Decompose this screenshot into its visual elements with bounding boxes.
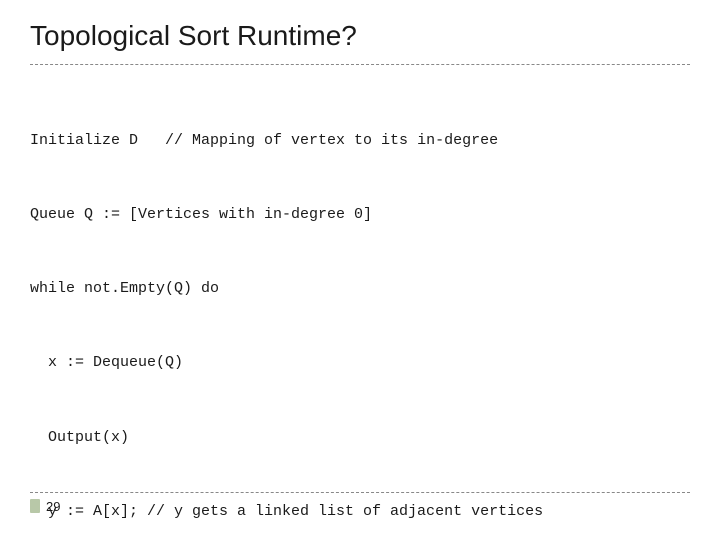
page-number-box: 29 [30, 499, 60, 514]
code-block: Initialize D // Mapping of vertex to its… [30, 79, 690, 540]
page-number: 29 [46, 499, 60, 514]
code-line: x := Dequeue(Q) [30, 351, 690, 376]
footer-divider [30, 492, 690, 493]
title-divider [30, 64, 690, 65]
code-line: while not.Empty(Q) do [30, 277, 690, 302]
code-line: Output(x) [30, 426, 690, 451]
slide: Topological Sort Runtime? Initialize D /… [0, 0, 720, 540]
slide-footer: 29 [30, 492, 690, 519]
page-title: Topological Sort Runtime? [30, 20, 690, 58]
code-line: Queue Q := [Vertices with in-degree 0] [30, 203, 690, 228]
code-line: Initialize D // Mapping of vertex to its… [30, 129, 690, 154]
page-marker-icon [30, 499, 40, 513]
